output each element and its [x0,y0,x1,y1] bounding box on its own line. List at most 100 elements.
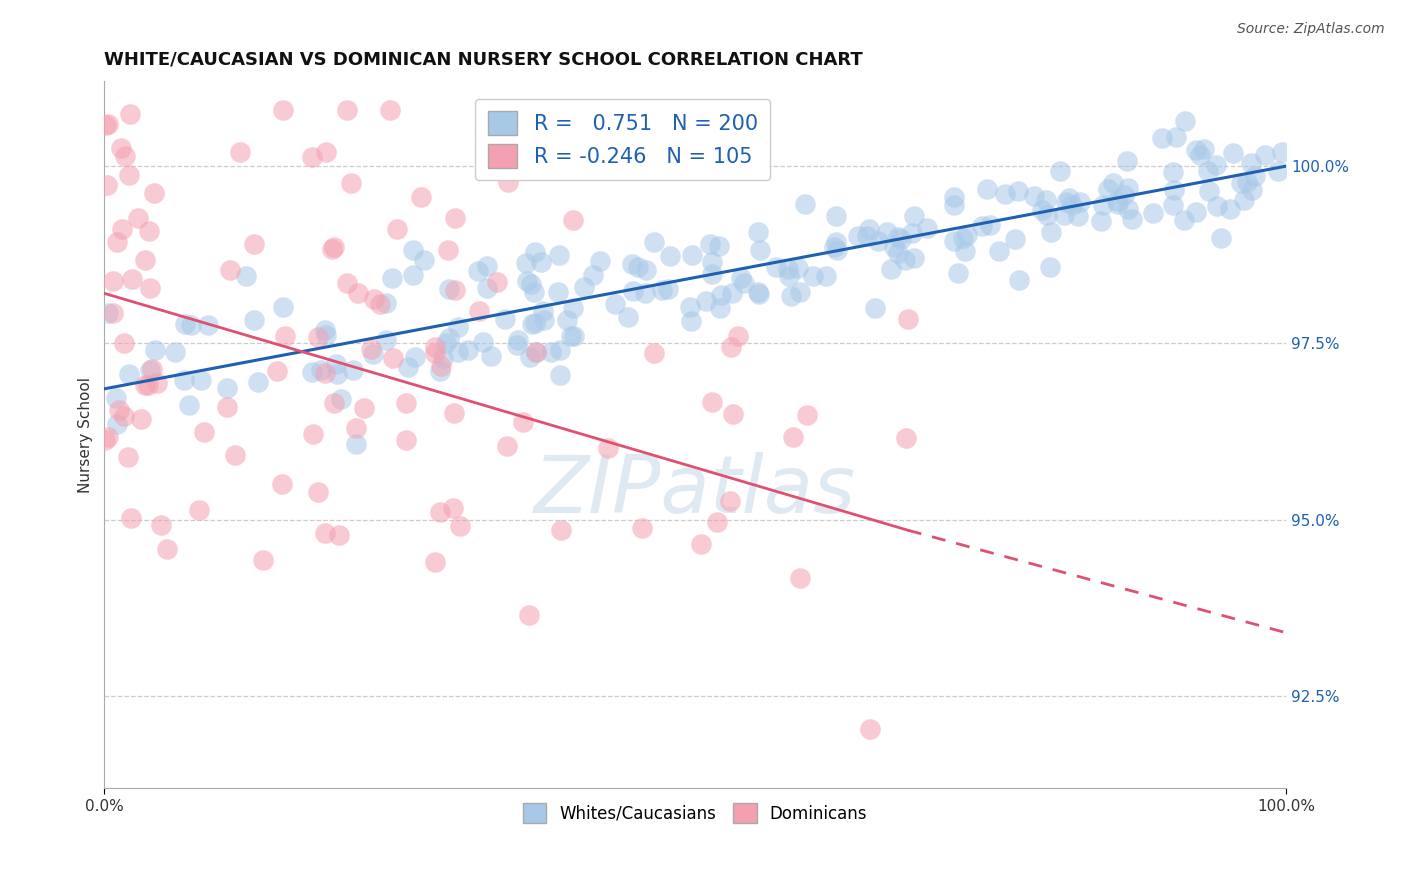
Point [700,255,723,269]
Point [709,301,731,315]
Point [796,408,818,422]
Point [429,505,451,519]
Point [631,521,654,535]
Point [177,398,200,412]
Point [1036,208,1059,222]
Point [562,301,585,315]
Point [361,347,384,361]
Point [243,237,266,252]
Point [505,338,527,352]
Point [943,190,966,204]
Point [1053,208,1076,222]
Legend: Whites/Caucasians, Dominicans: Whites/Caucasians, Dominicans [516,797,875,830]
Point [917,220,939,235]
Point [378,103,401,117]
Point [880,262,903,277]
Point [523,316,546,330]
Point [730,271,752,285]
Point [700,268,723,282]
Point [793,197,815,211]
Point [782,430,804,444]
Point [336,276,359,290]
Point [572,280,595,294]
Point [863,301,886,316]
Point [120,107,142,121]
Point [273,103,295,117]
Point [621,257,644,271]
Point [979,218,1001,232]
Point [858,722,880,736]
Point [94,433,117,447]
Point [897,312,920,326]
Point [1049,164,1071,178]
Point [381,271,404,285]
Point [134,377,156,392]
Point [547,285,569,299]
Point [1008,273,1031,287]
Point [524,245,547,260]
Point [270,477,292,491]
Point [396,360,419,375]
Point [903,210,925,224]
Point [956,227,979,242]
Point [634,285,657,300]
Point [1185,144,1208,158]
Point [150,518,173,533]
Point [530,255,553,269]
Point [218,263,240,277]
Point [477,259,499,273]
Point [747,225,769,239]
Point [190,373,212,387]
Point [1105,194,1128,209]
Point [868,234,890,248]
Point [1004,232,1026,246]
Point [395,433,418,447]
Point [447,319,470,334]
Point [562,329,585,343]
Point [114,149,136,163]
Point [347,286,370,301]
Point [1102,176,1125,190]
Point [709,238,731,252]
Point [1161,164,1184,178]
Point [1007,184,1029,198]
Point [512,415,534,429]
Point [748,287,770,301]
Point [700,395,723,409]
Point [409,190,432,204]
Point [444,211,467,226]
Point [340,177,363,191]
Point [825,235,848,250]
Point [1173,213,1195,227]
Point [97,306,120,320]
Point [136,377,159,392]
Point [146,376,169,391]
Point [215,381,238,395]
Point [1206,199,1229,213]
Point [375,296,398,310]
Point [1035,193,1057,207]
Point [425,345,447,359]
Point [887,246,910,260]
Point [96,118,118,132]
Point [533,313,555,327]
Point [180,318,202,332]
Point [360,342,382,356]
Point [432,351,454,365]
Point [496,439,519,453]
Point [823,240,845,254]
Point [643,346,665,360]
Point [374,334,396,348]
Point [315,145,337,159]
Point [142,186,165,201]
Point [942,234,965,248]
Point [314,526,336,541]
Point [858,222,880,236]
Point [138,363,160,377]
Point [557,313,579,327]
Point [776,261,799,276]
Point [550,343,572,357]
Point [437,281,460,295]
Point [141,362,163,376]
Point [441,501,464,516]
